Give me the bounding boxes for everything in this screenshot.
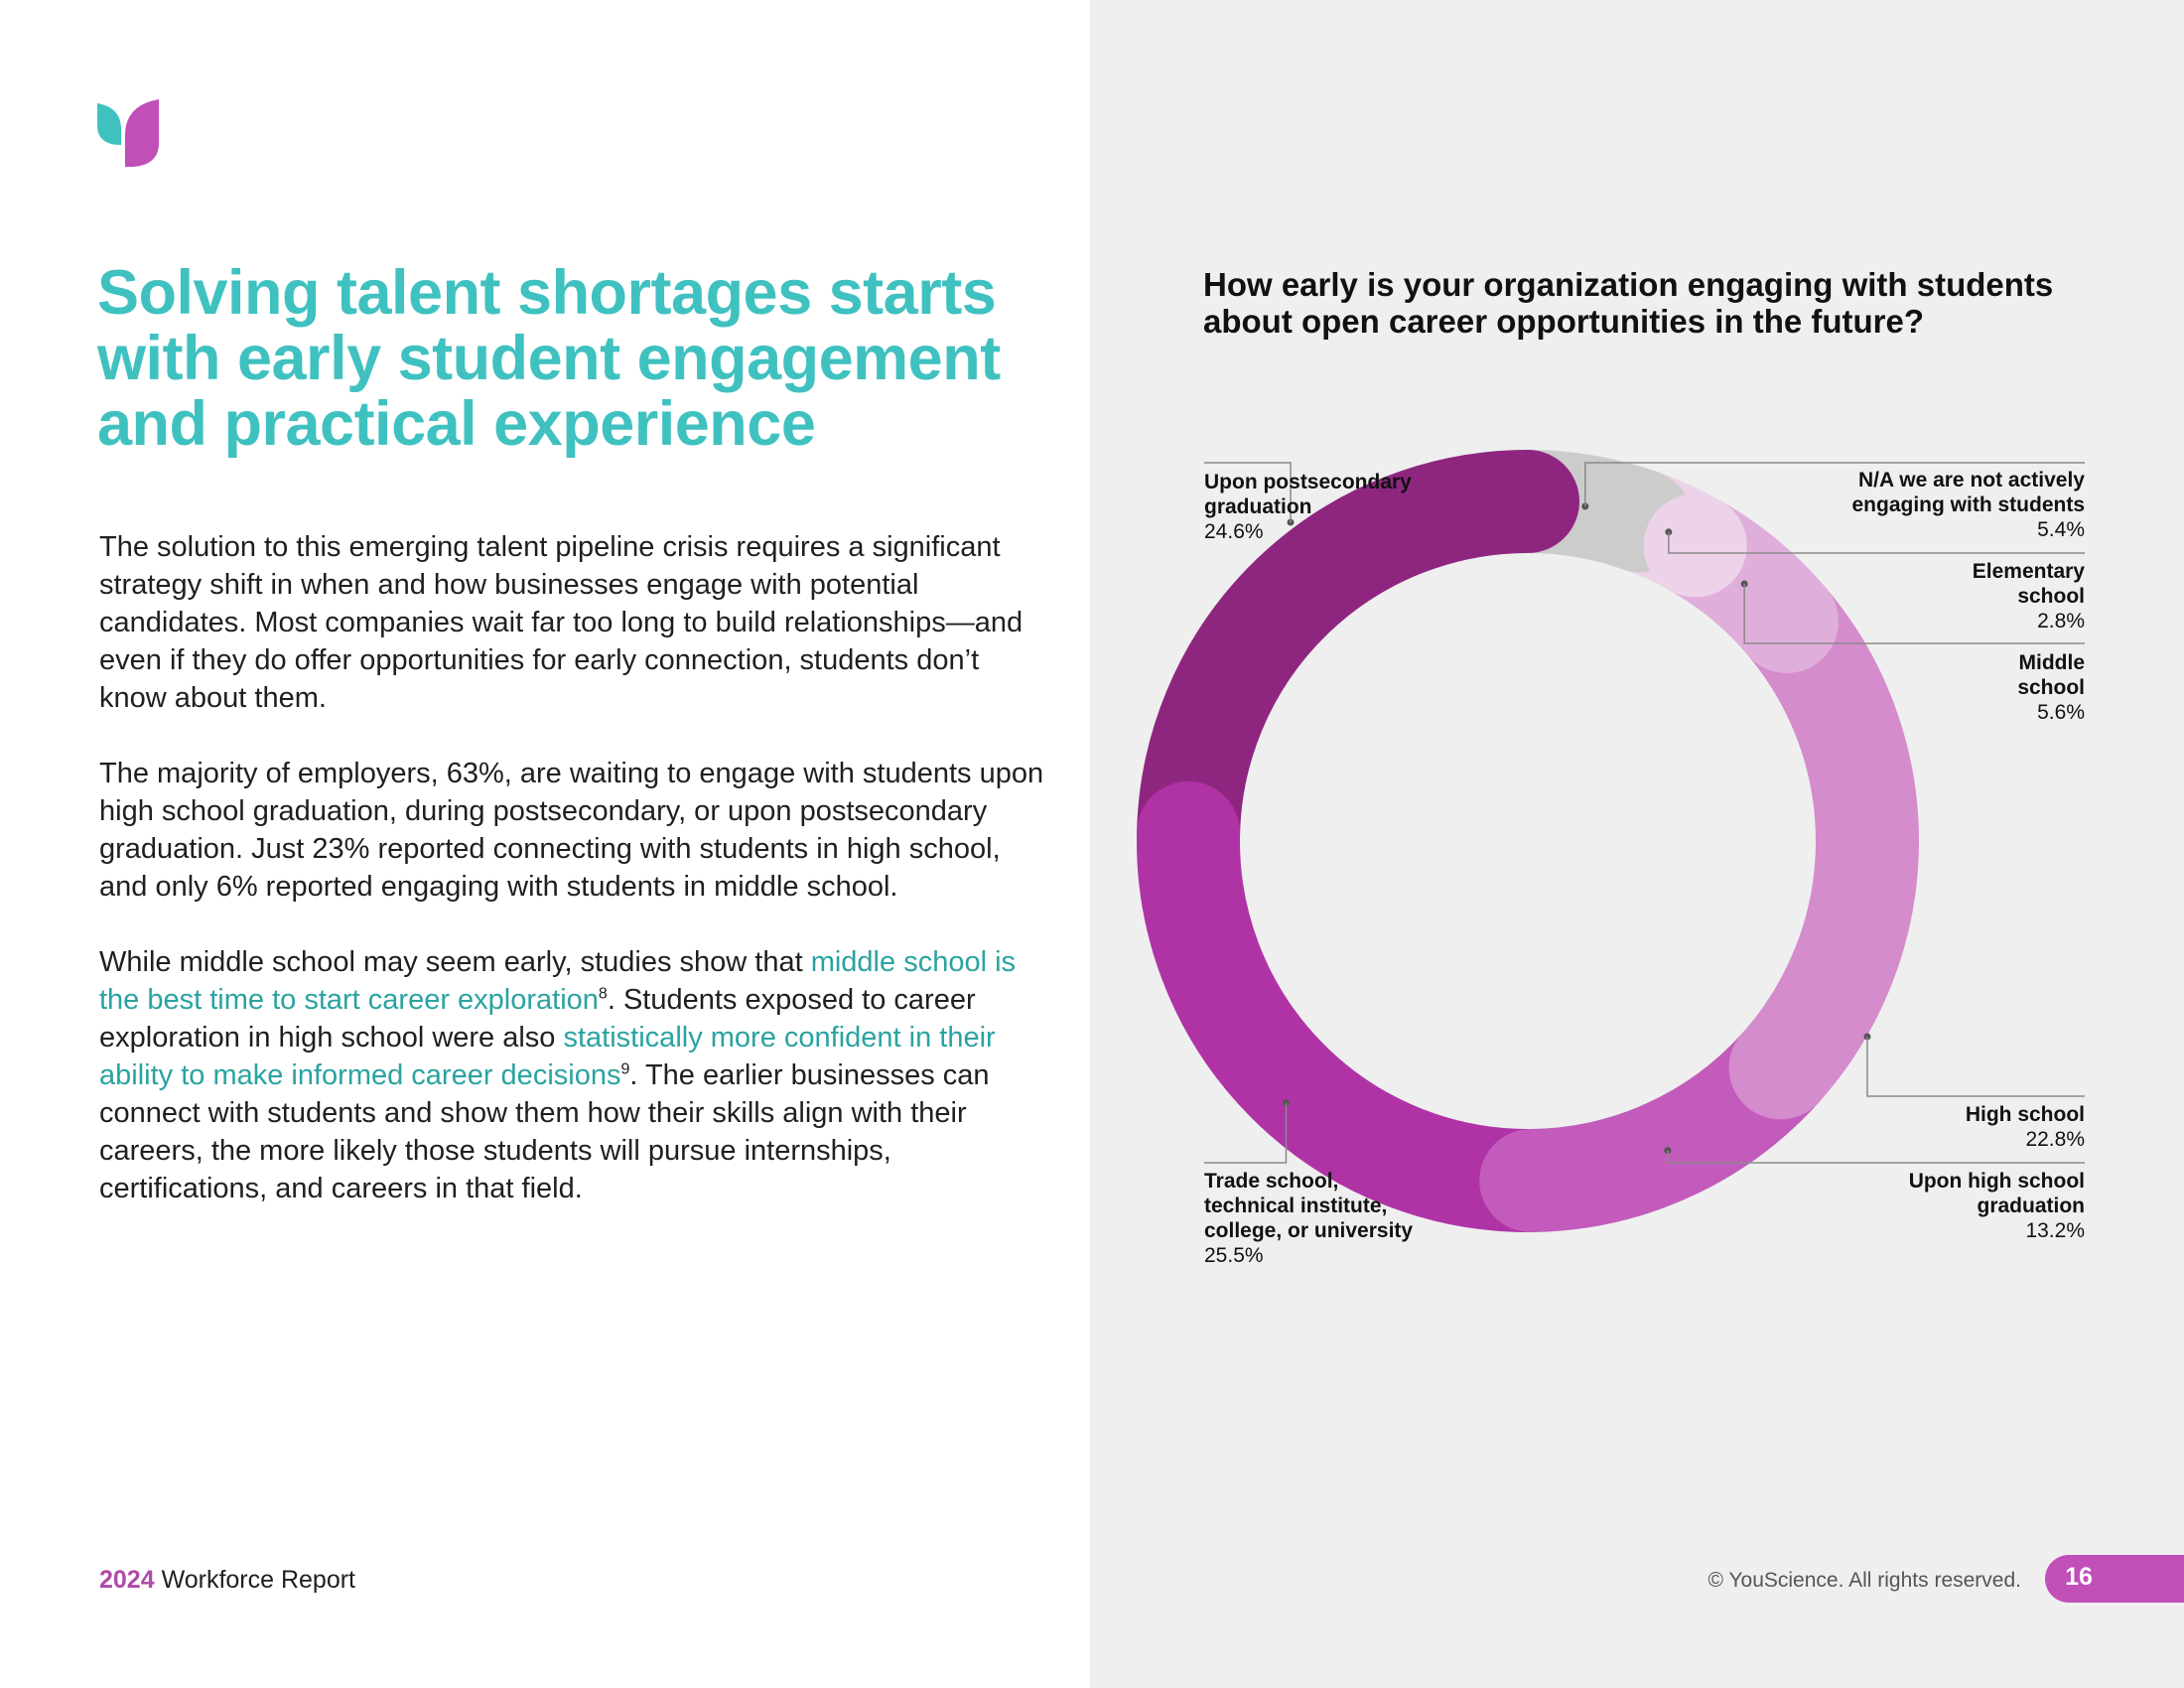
- link-confidence-study[interactable]: statistically more confident in their ab…: [99, 1022, 996, 1091]
- paragraph-3-text-b: . Students exposed to career exploration…: [99, 984, 976, 1054]
- donut-slice-3: [1741, 588, 1919, 1103]
- value-middle-school: 5.6%: [2037, 701, 2085, 724]
- leader-line-2: [1743, 584, 2085, 644]
- label-trade-school-college: Trade school, technical institute, college…: [1204, 1169, 1462, 1268]
- right-page: [1090, 0, 2184, 1688]
- donut-slice-5: [1137, 831, 1532, 1232]
- paragraph-3-text-a: While middle school may seem early, stud…: [99, 946, 811, 978]
- report-name: Workforce Report: [154, 1566, 356, 1594]
- value-upon-postsecondary-graduation: 24.6%: [1204, 520, 1264, 543]
- paragraph-3-text-c: . The earlier businesses can connect wit…: [99, 1059, 990, 1204]
- left-page: [0, 0, 1090, 1688]
- label-middle-school: Middle school 5.6%: [1886, 650, 2085, 725]
- label-elementary-school: Elementary school 2.8%: [1886, 559, 2085, 633]
- donut-slice-cap-5: [1137, 780, 1241, 885]
- page-number: 16: [2065, 1563, 2093, 1591]
- youscience-logo: [97, 99, 159, 167]
- paragraph-2: The majority of employers, 63%, are wait…: [99, 758, 1044, 903]
- label-upon-high-school-graduation: Upon high school graduation 13.2%: [1846, 1169, 2085, 1243]
- leader-line-4: [1667, 1150, 2085, 1164]
- value-na-not-engaging: 5.4%: [2037, 518, 2085, 541]
- label-high-school: High school 22.8%: [1886, 1102, 2085, 1152]
- donut-slice-cap-6: [1476, 450, 1579, 553]
- chart-title: How early is your organization engaging …: [1203, 266, 2054, 340]
- page-title: Solving talent shortages starts with ear…: [97, 258, 1001, 459]
- leader-line-5: [1204, 1103, 1288, 1164]
- report-year: 2024: [99, 1566, 155, 1594]
- leader-line-6: [1204, 462, 1292, 522]
- value-upon-high-school-graduation: 13.2%: [2025, 1219, 2085, 1242]
- copyright-notice: © YouScience. All rights reserved.: [1707, 1569, 2021, 1592]
- report-footer: 2024 Workforce Report: [99, 1566, 355, 1595]
- donut-slice-cap-3: [1728, 1016, 1833, 1120]
- leader-line-0: [1584, 462, 2085, 506]
- value-elementary-school: 2.8%: [2037, 610, 2085, 633]
- body-text: The solution to this emerging talent pip…: [99, 528, 1052, 1245]
- page-number-tab: [2045, 1555, 2184, 1603]
- donut-slice-cap-1: [1643, 493, 1747, 598]
- label-na-not-engaging: N/A we are not actively engaging with stu…: [1787, 468, 2086, 542]
- donut-slice-cap-2: [1734, 569, 1839, 673]
- footnote-ref-9[interactable]: 9: [620, 1060, 630, 1078]
- link-middle-school-study[interactable]: middle school is the best time to start …: [99, 946, 1017, 1016]
- leader-line-1: [1668, 531, 2085, 554]
- leader-line-3: [1866, 1037, 2085, 1097]
- paragraph-1: The solution to this emerging talent pip…: [99, 531, 1024, 714]
- donut-slice-cap-4: [1479, 1128, 1583, 1232]
- footnote-ref-8[interactable]: 8: [598, 985, 608, 1003]
- donut-slice-6: [1137, 450, 1529, 835]
- value-high-school: 22.8%: [2025, 1128, 2085, 1151]
- label-upon-postsecondary-graduation: Upon postsecondary graduation 24.6%: [1204, 470, 1462, 544]
- value-trade-school-college: 25.5%: [1204, 1244, 1264, 1267]
- paragraph-3: While middle school may seem early, stud…: [99, 943, 1052, 1207]
